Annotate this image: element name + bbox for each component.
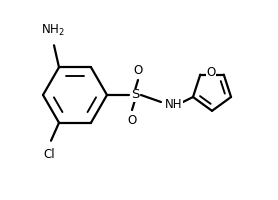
Text: NH$_2$: NH$_2$ <box>41 23 65 38</box>
Text: O: O <box>127 114 136 127</box>
Text: O: O <box>133 64 143 76</box>
Text: S: S <box>131 88 139 102</box>
Text: Cl: Cl <box>43 148 55 161</box>
Text: O: O <box>206 66 215 79</box>
Text: NH: NH <box>165 98 182 112</box>
